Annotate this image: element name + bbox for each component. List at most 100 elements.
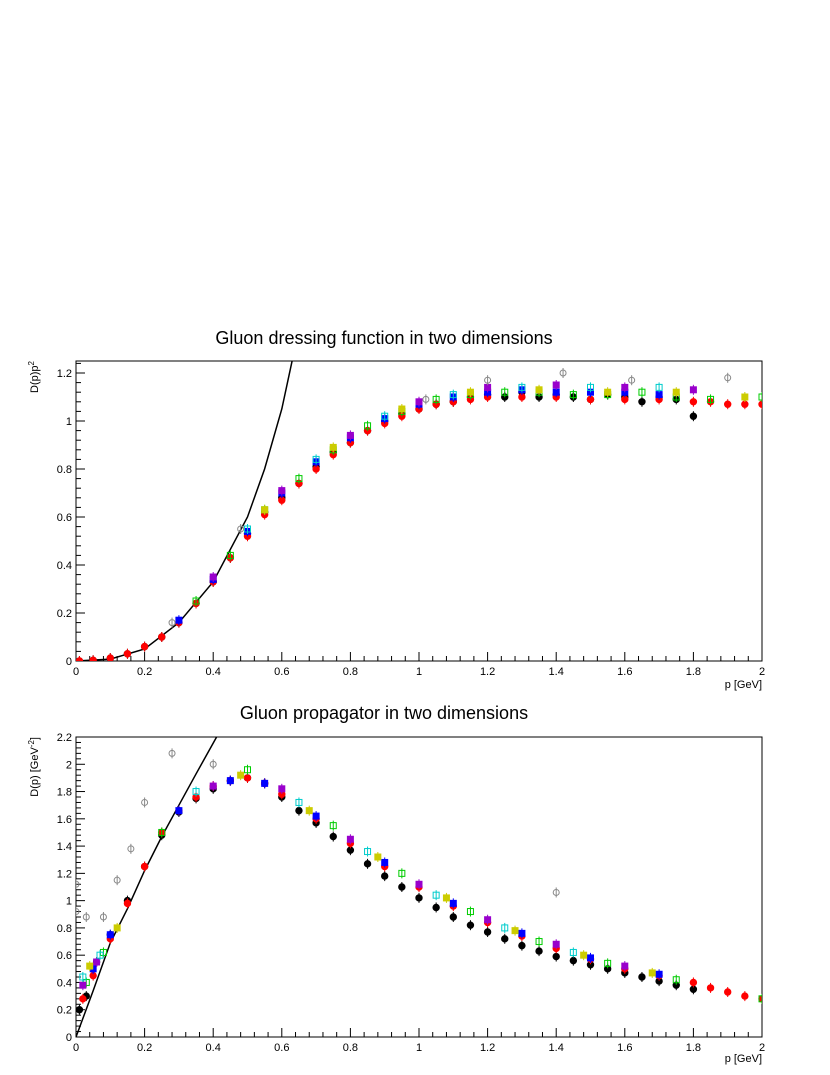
data-point bbox=[243, 774, 252, 782]
data-point bbox=[466, 908, 474, 916]
data-point bbox=[168, 749, 176, 757]
x-tick-label: 1.4 bbox=[549, 666, 564, 678]
series bbox=[76, 392, 762, 661]
data-point bbox=[312, 812, 320, 820]
x-tick-label: 0.4 bbox=[206, 666, 221, 678]
data-point bbox=[192, 788, 200, 796]
data-point bbox=[295, 806, 303, 815]
series bbox=[86, 770, 656, 978]
data-point bbox=[724, 374, 732, 382]
data-point bbox=[175, 616, 183, 624]
data-point bbox=[106, 654, 114, 661]
data-point bbox=[552, 888, 560, 896]
data-point bbox=[329, 443, 337, 451]
data-point bbox=[604, 388, 612, 396]
y-tick-label: 2 bbox=[66, 759, 72, 771]
series bbox=[82, 764, 762, 1004]
data-point bbox=[587, 954, 594, 962]
data-point bbox=[638, 973, 646, 981]
data-point bbox=[89, 656, 97, 661]
y-axis-label-main: D(p)p bbox=[29, 365, 41, 393]
data-point bbox=[363, 860, 372, 868]
y-tick-label: 0.2 bbox=[57, 608, 72, 620]
data-point bbox=[621, 383, 629, 391]
data-point bbox=[689, 412, 698, 420]
data-point bbox=[689, 978, 698, 987]
data-point bbox=[93, 958, 101, 966]
series bbox=[261, 384, 749, 515]
data-point bbox=[305, 807, 313, 815]
data-point bbox=[672, 388, 680, 396]
data-point bbox=[535, 386, 543, 394]
data-point bbox=[466, 388, 474, 396]
data-point bbox=[237, 771, 245, 779]
y-tick-label: 0.4 bbox=[57, 560, 72, 572]
y-tick-label: 0.4 bbox=[57, 977, 72, 989]
data-point bbox=[140, 642, 149, 651]
data-area bbox=[76, 737, 762, 1037]
data-point bbox=[638, 398, 646, 406]
data-point bbox=[79, 981, 87, 989]
data-point bbox=[569, 948, 577, 956]
x-axis-label: p [GeV] bbox=[725, 1053, 762, 1065]
data-point bbox=[518, 941, 526, 950]
data-point bbox=[209, 573, 217, 581]
y-tick-label: 1 bbox=[66, 416, 72, 428]
series bbox=[168, 368, 732, 628]
data-point bbox=[466, 921, 475, 929]
y-axis-label: D(p)p2 bbox=[27, 360, 41, 393]
data-point bbox=[449, 913, 457, 921]
y-tick-label: 0.2 bbox=[57, 1005, 72, 1017]
series bbox=[175, 384, 663, 626]
data-point bbox=[432, 891, 440, 899]
data-point bbox=[724, 988, 732, 996]
data-point bbox=[346, 431, 354, 439]
data-point bbox=[127, 845, 135, 853]
data-point bbox=[168, 619, 176, 627]
y-tick-label: 0 bbox=[66, 1032, 72, 1044]
propagator-panel: Gluon propagator in two dimensions p [Ge… bbox=[27, 703, 765, 1065]
data-point bbox=[295, 475, 303, 483]
data-point bbox=[518, 383, 526, 391]
series bbox=[79, 786, 577, 982]
data-point bbox=[261, 506, 269, 514]
data-point bbox=[484, 376, 492, 384]
data-point bbox=[655, 383, 663, 391]
data-point bbox=[158, 828, 166, 836]
x-tick-label: 0.6 bbox=[274, 1042, 289, 1054]
x-tick-label: 0.4 bbox=[206, 1042, 221, 1054]
data-point bbox=[648, 969, 656, 977]
data-point bbox=[158, 633, 166, 641]
data-point bbox=[96, 951, 104, 959]
data-point bbox=[398, 869, 406, 877]
fit-curve bbox=[76, 361, 293, 661]
data-point bbox=[535, 938, 543, 946]
y-tick-label: 0.8 bbox=[57, 923, 72, 935]
data-point bbox=[99, 913, 107, 921]
x-tick-label: 0.6 bbox=[274, 666, 289, 678]
data-point bbox=[758, 995, 762, 1003]
data-point bbox=[329, 822, 337, 830]
data-point bbox=[237, 525, 245, 533]
x-tick-label: 1.6 bbox=[617, 1042, 632, 1054]
data-point bbox=[415, 398, 423, 406]
data-point bbox=[552, 952, 560, 961]
data-point bbox=[175, 807, 183, 815]
data-point bbox=[113, 876, 121, 884]
data-point bbox=[741, 992, 749, 1000]
data-point bbox=[398, 405, 406, 413]
x-tick-label: 1.8 bbox=[686, 1042, 701, 1054]
series bbox=[79, 772, 762, 1004]
x-tick-label: 1 bbox=[416, 1042, 422, 1054]
data-point bbox=[82, 913, 90, 921]
x-axis-label: p [GeV] bbox=[725, 679, 762, 691]
x-tick-label: 0.2 bbox=[137, 666, 152, 678]
series bbox=[244, 382, 663, 534]
data-point bbox=[559, 369, 567, 377]
data-point bbox=[501, 388, 509, 396]
data-point bbox=[638, 388, 646, 396]
data-point bbox=[707, 395, 715, 403]
data-point bbox=[741, 393, 749, 401]
y-tick-label: 1.6 bbox=[57, 814, 72, 826]
